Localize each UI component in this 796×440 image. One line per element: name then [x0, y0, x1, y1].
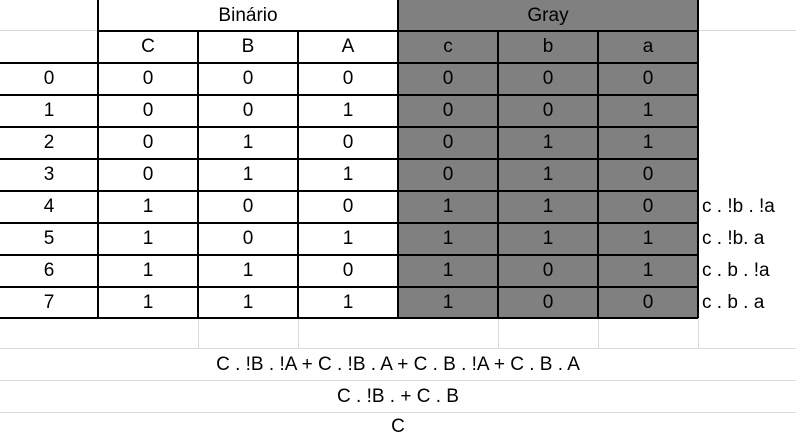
column-header-A: A — [341, 36, 355, 57]
gray-cell: 0 — [542, 291, 554, 313]
gray-cell: 0 — [542, 260, 554, 281]
gray-cell: 0 — [442, 164, 454, 185]
gray-cell: 1 — [642, 260, 654, 281]
binary-cell: 0 — [242, 68, 254, 89]
border — [297, 31, 299, 318]
gray-header: Gray — [527, 4, 569, 26]
binary-cell: 1 — [342, 164, 354, 185]
gray-cell: 0 — [642, 196, 654, 217]
border — [0, 222, 698, 224]
binary-cell: 1 — [242, 291, 254, 313]
binary-cell: 1 — [242, 260, 254, 281]
gridline — [498, 318, 499, 348]
border — [0, 158, 698, 160]
gray-cell: 0 — [442, 68, 454, 89]
border — [197, 31, 199, 318]
gray-cell: 0 — [542, 100, 554, 121]
binary-cell: 0 — [142, 164, 154, 185]
gray-cell: 1 — [442, 291, 454, 313]
row-index: 6 — [43, 260, 55, 281]
simplified-formula: C . !B . + C . B — [337, 385, 459, 407]
binary-cell: 0 — [342, 132, 354, 153]
gray-cell: 0 — [442, 132, 454, 153]
row-index: 5 — [43, 228, 55, 249]
border — [0, 62, 698, 64]
binary-cell: 1 — [142, 196, 154, 217]
gray-cell: 0 — [442, 100, 454, 121]
gridline — [298, 318, 299, 348]
border — [397, 0, 399, 318]
binary-cell: 0 — [142, 68, 154, 89]
row-index: 2 — [43, 132, 55, 153]
binary-cell: 1 — [142, 291, 154, 313]
gridline — [0, 380, 796, 381]
minterm-label: c . b . a — [702, 291, 765, 313]
row-index: 7 — [43, 291, 55, 313]
gray-cell: 1 — [542, 196, 554, 217]
gray-cell: 1 — [442, 196, 454, 217]
row-index: 3 — [43, 164, 55, 185]
row-index: 1 — [43, 100, 55, 121]
border — [597, 31, 599, 318]
gray-cell: 1 — [542, 228, 554, 249]
row-index: 0 — [43, 68, 55, 89]
column-header-a: a — [642, 36, 654, 57]
binary-cell: 0 — [342, 68, 354, 89]
column-header-b: b — [542, 36, 554, 57]
border — [0, 126, 698, 128]
gray-cell: 0 — [642, 68, 654, 89]
gridline — [0, 412, 796, 413]
gray-cell: 0 — [542, 68, 554, 89]
sum-of-minterms-formula: C . !B . !A + C . !B . A + C . B . !A + … — [216, 353, 580, 375]
column-header-B: B — [241, 36, 255, 57]
binary-cell: 1 — [342, 228, 354, 249]
binary-cell: 0 — [342, 260, 354, 281]
gray-cell: 1 — [642, 132, 654, 153]
column-header-C: C — [141, 36, 155, 57]
minterm-label: c . !b. a — [702, 228, 765, 249]
gridline — [598, 318, 599, 348]
gridline — [198, 318, 199, 348]
gray-cell: 1 — [542, 164, 554, 185]
row-index: 4 — [43, 196, 55, 217]
binary-cell: 0 — [242, 228, 254, 249]
border — [497, 31, 499, 318]
border — [0, 286, 698, 288]
minterm-label: c . !b . !a — [702, 196, 775, 217]
binary-cell: 1 — [142, 260, 154, 281]
gray-cell: 1 — [442, 260, 454, 281]
gray-cell: 1 — [642, 100, 654, 121]
binary-cell: 1 — [242, 132, 254, 153]
gridline — [698, 318, 699, 348]
border — [0, 94, 698, 96]
binary-cell: 0 — [242, 100, 254, 121]
gridline — [0, 348, 796, 349]
gray-cell: 1 — [642, 228, 654, 249]
gray-cell: 0 — [642, 164, 654, 185]
binary-cell: 1 — [342, 291, 354, 313]
binary-cell: 1 — [242, 164, 254, 185]
binary-cell: 1 — [142, 228, 154, 249]
border — [97, 0, 99, 318]
final-result: C — [391, 415, 405, 437]
column-header-c: c — [443, 36, 453, 57]
binary-header: Binário — [218, 4, 278, 26]
binary-cell: 1 — [342, 100, 354, 121]
border — [0, 190, 698, 192]
minterm-label: c . b . !a — [702, 260, 770, 281]
binary-cell: 0 — [342, 196, 354, 217]
border — [0, 317, 698, 319]
gray-cell: 1 — [542, 132, 554, 153]
binary-cell: 0 — [142, 100, 154, 121]
gray-cell: 0 — [642, 291, 654, 313]
gray-cell: 1 — [442, 228, 454, 249]
border — [697, 0, 699, 318]
border — [0, 254, 698, 256]
binary-cell: 0 — [242, 196, 254, 217]
binary-cell: 0 — [142, 132, 154, 153]
